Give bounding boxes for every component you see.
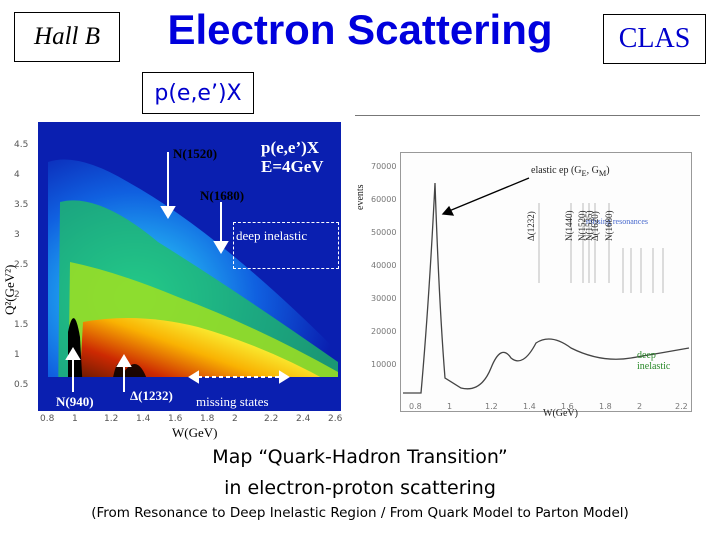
- spectrum-y-tick: 20000: [371, 327, 397, 336]
- heatmap-x-axis-label: W(GeV): [172, 425, 218, 440]
- spectrum-x-tick: 2: [637, 402, 643, 411]
- heatmap-x-tick: 1.2: [104, 414, 119, 424]
- caption-line-1: Map “Quark-Hadron Transition”: [212, 446, 508, 468]
- elastic-label-end: ): [606, 165, 610, 176]
- deep-line2: inelastic: [637, 361, 671, 372]
- heatmap-x-tick: 0.8: [40, 414, 55, 424]
- heatmap-plot-area: p(e,e’)X E=4GeV N(1520) N(1680) deep inel…: [38, 122, 341, 411]
- heatmap-y-tick: 4: [14, 170, 20, 180]
- spectrum-x-tick: 1.2: [485, 402, 498, 411]
- spectrum-y-tick: 60000: [371, 195, 397, 204]
- heatmap-y-tick: 2: [14, 290, 20, 300]
- spectrum-y-tick: 70000: [371, 162, 397, 171]
- elastic-label-start: elastic ep (G: [531, 165, 582, 176]
- heatmap-x-tick: 2.6: [328, 414, 343, 424]
- label-missing-states: missing states: [196, 394, 269, 409]
- heatmap-legend-line1: p(e,e’)X: [261, 138, 320, 157]
- resonance-label: Δ(1620): [590, 211, 600, 241]
- heatmap-y-tick: 2.5: [14, 260, 29, 270]
- slide-title: Electron Scattering: [167, 6, 553, 53]
- hall-b-label: Hall B: [34, 23, 100, 50]
- heatmap-x-tick: 1: [72, 414, 78, 424]
- heatmap-x-tick: 2.4: [296, 414, 311, 424]
- clas-label: CLAS: [618, 23, 691, 54]
- heatmap-x-tick: 2.2: [264, 414, 279, 424]
- heatmap-legend-line2: E=4GeV: [261, 157, 324, 176]
- missing-resonances-label: missing resonances: [586, 217, 648, 226]
- q2-w-heatmap-figure: Q²(GeV²): [0, 110, 355, 445]
- spectrum-x-axis-label: W(GeV): [543, 408, 578, 419]
- inclusive-spectrum-figure: events elastic ep (: [355, 110, 700, 440]
- resonance-label: Δ(1232): [526, 211, 536, 241]
- resonance-label: N(1680): [604, 210, 614, 242]
- reaction-label: p(e,e’)X: [154, 80, 242, 106]
- label-n1520: N(1520): [173, 146, 218, 161]
- heatmap-y-tick: 4.5: [14, 140, 29, 150]
- label-n940: N(940): [56, 394, 94, 409]
- heatmap-y-tick: 1.5: [14, 320, 29, 330]
- elastic-label: elastic ep (GE, GM): [531, 165, 610, 178]
- heatmap-graphic: [38, 122, 341, 411]
- spectrum-x-tick: 1: [447, 402, 453, 411]
- spectrum-y-tick: 50000: [371, 228, 397, 237]
- spectrum-y-tick: 10000: [371, 360, 397, 369]
- spectrum-x-tick: 1.6: [561, 402, 574, 411]
- label-n1680: N(1680): [200, 188, 245, 203]
- spectrum-y-axis-label: events: [355, 184, 366, 210]
- heatmap-y-tick: 3.5: [14, 200, 29, 210]
- elastic-label-mid: , G: [586, 165, 599, 176]
- heatmap-x-tick: 1.6: [168, 414, 183, 424]
- clas-label-box: CLAS: [603, 14, 706, 64]
- heatmap-legend: p(e,e’)X E=4GeV: [261, 138, 324, 176]
- caption-line-2: in electron-proton scattering: [224, 477, 496, 499]
- figure-top-rule: [355, 115, 700, 116]
- elastic-sub-e: E: [581, 169, 587, 178]
- heatmap-y-tick: 0.5: [14, 380, 29, 390]
- spectrum-x-tick: 2.2: [675, 402, 688, 411]
- label-deep-inelastic: deep inelastic: [236, 228, 308, 243]
- elastic-sub-m: M: [598, 169, 607, 178]
- spectrum-y-tick: 30000: [371, 294, 397, 303]
- spectrum-graphic: [403, 177, 690, 394]
- reaction-label-box: p(e,e’)X: [142, 72, 254, 114]
- heatmap-x-tick: 1.4: [136, 414, 151, 424]
- resonance-label: N(1440): [564, 210, 574, 242]
- heatmap-x-tick: 1.8: [200, 414, 215, 424]
- deep-inelastic-label: deep inelastic: [637, 350, 670, 372]
- caption-line-3: (From Resonance to Deep Inelastic Region…: [91, 505, 629, 521]
- spectrum-plot-area: elastic ep (GE, GM) missing resonances d…: [400, 152, 692, 412]
- heatmap-y-tick: 1: [14, 350, 20, 360]
- spectrum-x-tick: 1.8: [599, 402, 612, 411]
- heatmap-x-tick: 2: [232, 414, 238, 424]
- deep-line1: deep: [637, 350, 656, 361]
- spectrum-y-tick: 40000: [371, 261, 397, 270]
- label-delta1232: Δ(1232): [130, 388, 173, 403]
- deep-inelastic-box: [233, 222, 339, 269]
- hall-b-label-box: Hall B: [14, 12, 120, 62]
- spectrum-x-tick: 0.8: [409, 402, 422, 411]
- heatmap-y-tick: 3: [14, 230, 20, 240]
- spectrum-x-tick: 1.4: [523, 402, 536, 411]
